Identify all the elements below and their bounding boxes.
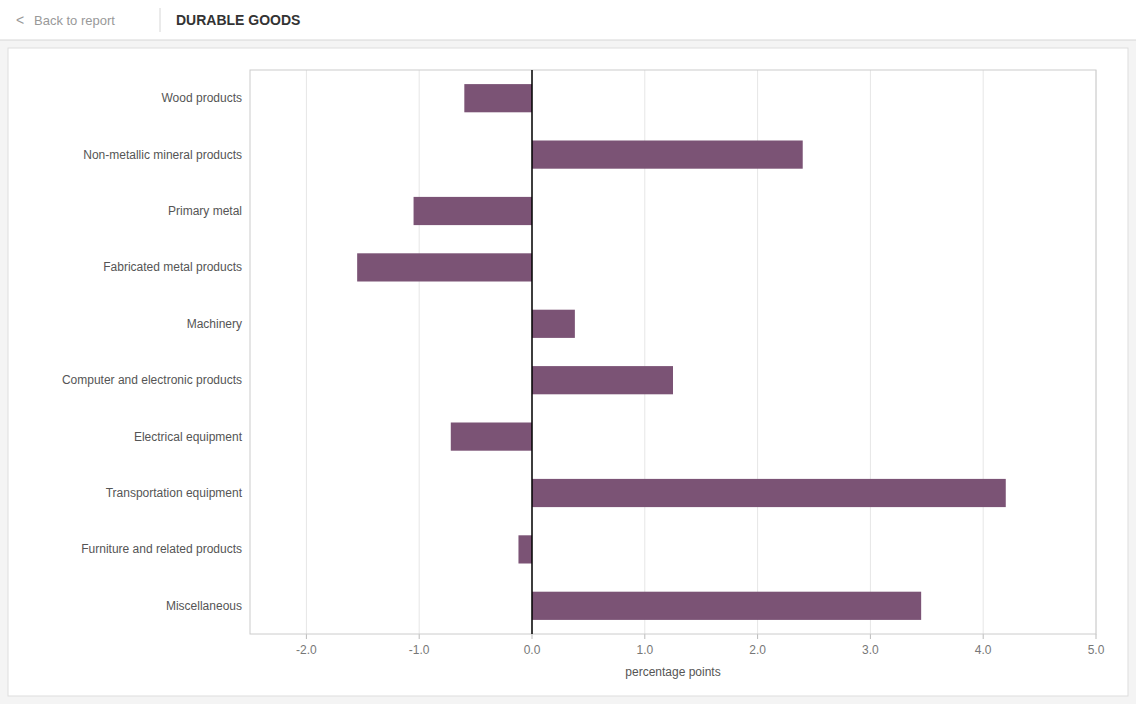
category-label: Machinery — [187, 317, 242, 331]
tick-mark — [983, 634, 984, 639]
bar — [414, 197, 532, 225]
tick-label: 4.0 — [975, 643, 992, 657]
x-axis: -2.0 -1.0 0.0 1.0 2.0 3.0 4.0 5.0 — [296, 634, 1105, 657]
bars — [357, 84, 1006, 620]
category-label: Computer and electronic products — [62, 373, 242, 387]
tick-mark — [757, 634, 758, 639]
header-background — [0, 0, 1136, 40]
bar — [518, 535, 532, 563]
tick-label: -1.0 — [409, 643, 430, 657]
chart-title: DURABLE GOODS — [176, 12, 300, 28]
chart-panel — [8, 48, 1128, 696]
category-label: Electrical equipment — [134, 430, 243, 444]
tick-label: 5.0 — [1088, 643, 1105, 657]
tick-label: 3.0 — [862, 643, 879, 657]
back-arrow: < — [16, 12, 24, 28]
y-axis: Wood products Non-metallic mineral produc… — [62, 91, 243, 613]
tick-mark — [644, 634, 645, 639]
grid — [306, 70, 1096, 634]
bar — [532, 592, 921, 620]
grid-line — [306, 70, 307, 634]
tick-mark — [870, 634, 871, 639]
category-label: Furniture and related products — [81, 542, 242, 556]
x-axis-label: percentage points — [625, 665, 720, 679]
bar — [532, 310, 575, 338]
category-label: Non-metallic mineral products — [83, 148, 242, 162]
back-link: Back to report — [34, 13, 115, 28]
category-label: Primary metal — [168, 204, 242, 218]
bar — [532, 366, 673, 394]
header-separator — [160, 8, 161, 32]
grid-line — [532, 70, 533, 634]
bar — [357, 253, 532, 281]
tick-label: 1.0 — [636, 643, 653, 657]
tick-label: 2.0 — [749, 643, 766, 657]
grid-line — [870, 70, 871, 634]
tick-mark — [419, 634, 420, 639]
category-label: Wood products — [162, 91, 243, 105]
category-label: Fabricated metal products — [103, 260, 242, 274]
header-divider — [0, 40, 1136, 41]
tick-label: -2.0 — [296, 643, 317, 657]
bar — [464, 84, 532, 112]
tick-mark — [1096, 634, 1097, 639]
tick-mark — [306, 634, 307, 639]
bar — [532, 479, 1006, 507]
zero-line — [531, 70, 533, 634]
grid-line — [419, 70, 420, 634]
grid-line — [983, 70, 984, 634]
tick-mark — [532, 634, 533, 639]
tick-label: 0.0 — [524, 643, 541, 657]
category-label: Miscellaneous — [166, 599, 242, 613]
chart-svg: < Back to report DURABLE GOODS -2.0 -1.0 0.0 1… — [0, 0, 1136, 704]
category-label: Transportation equipment — [106, 486, 243, 500]
bar — [532, 141, 803, 169]
plot-frame — [250, 70, 1096, 634]
bar — [451, 423, 532, 451]
